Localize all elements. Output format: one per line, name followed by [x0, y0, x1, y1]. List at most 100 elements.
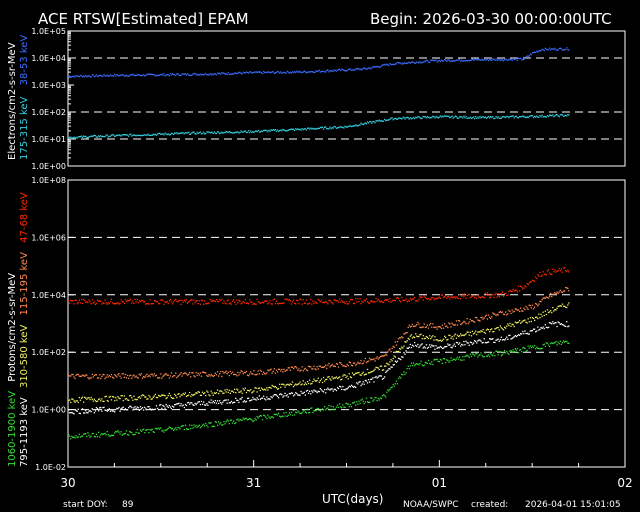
data-point [260, 415, 263, 417]
data-point [256, 397, 258, 399]
data-point [80, 75, 83, 77]
data-point [568, 325, 570, 327]
data-point [419, 117, 421, 119]
data-point [508, 334, 510, 337]
data-point [521, 116, 523, 118]
data-point [444, 346, 446, 348]
data-point [256, 298, 258, 300]
data-point [446, 345, 448, 348]
data-point [399, 62, 401, 64]
data-point [220, 402, 222, 404]
data-point [137, 73, 139, 76]
data-point [372, 358, 374, 361]
data-point [333, 125, 335, 128]
data-point [427, 61, 430, 63]
data-point [516, 116, 519, 119]
data-point [339, 298, 341, 300]
data-point [85, 135, 87, 138]
data-point [464, 344, 466, 346]
data-point [109, 135, 112, 137]
data-point [124, 373, 127, 376]
data-point [461, 323, 463, 325]
data-point [550, 322, 552, 324]
data-point [391, 366, 393, 368]
data-point [271, 303, 273, 305]
data-point [128, 399, 130, 401]
data-point [88, 434, 90, 436]
data-point [468, 344, 470, 346]
data-point [395, 380, 398, 382]
data-point [239, 398, 241, 400]
data-point [534, 328, 536, 330]
data-point [358, 68, 360, 70]
data-point [256, 72, 258, 74]
data-point [250, 371, 252, 373]
data-point [304, 382, 306, 384]
data-point [555, 340, 557, 343]
data-point [194, 72, 196, 75]
data-point [377, 397, 379, 400]
data-point [359, 374, 361, 376]
data-point [230, 131, 233, 134]
data-point [534, 115, 536, 118]
data-point [448, 344, 450, 346]
data-point [386, 354, 388, 356]
data-point [281, 383, 283, 385]
data-point [180, 372, 182, 374]
data-point [357, 125, 359, 127]
data-point [159, 395, 161, 397]
data-point [96, 400, 99, 402]
data-point [436, 328, 438, 330]
e-y-tick-label: 1.0E+04 [31, 54, 66, 63]
data-point [267, 71, 269, 73]
data-point [442, 358, 445, 360]
data-point [186, 428, 189, 430]
data-point [528, 333, 530, 335]
data-point [79, 436, 82, 438]
data-point [193, 72, 195, 75]
data-point [341, 378, 343, 380]
data-point [126, 409, 129, 411]
data-point [309, 71, 311, 73]
data-point [448, 322, 450, 324]
data-point [263, 395, 265, 397]
data-point [241, 392, 243, 394]
data-point [326, 378, 328, 380]
data-point [103, 406, 105, 408]
data-point [196, 402, 198, 404]
data-point [418, 62, 420, 64]
data-point [436, 61, 438, 63]
data-point [528, 321, 530, 323]
data-point [519, 116, 521, 118]
data-point [424, 297, 426, 299]
data-point [543, 314, 545, 317]
data-point [234, 132, 236, 134]
data-point [284, 129, 286, 132]
data-point [554, 309, 556, 311]
data-point [96, 75, 99, 78]
data-point [178, 300, 180, 302]
data-point [366, 401, 369, 403]
data-point [522, 288, 524, 290]
data-point [440, 116, 443, 118]
data-point [404, 62, 406, 64]
data-point [190, 133, 192, 135]
data-point [380, 375, 383, 377]
data-point [509, 322, 511, 325]
data-point [524, 309, 526, 311]
data-point [133, 407, 135, 409]
data-point [476, 342, 478, 344]
data-point [462, 117, 464, 119]
data-point [118, 303, 120, 305]
data-point [171, 132, 174, 135]
data-point [235, 392, 237, 394]
data-point [362, 400, 364, 402]
data-point [237, 371, 239, 374]
data-point [542, 326, 544, 328]
data-point [455, 337, 458, 339]
data-point [299, 370, 301, 372]
data-point [241, 370, 243, 373]
data-point [243, 400, 245, 402]
data-point [373, 399, 375, 401]
data-point [409, 335, 411, 337]
